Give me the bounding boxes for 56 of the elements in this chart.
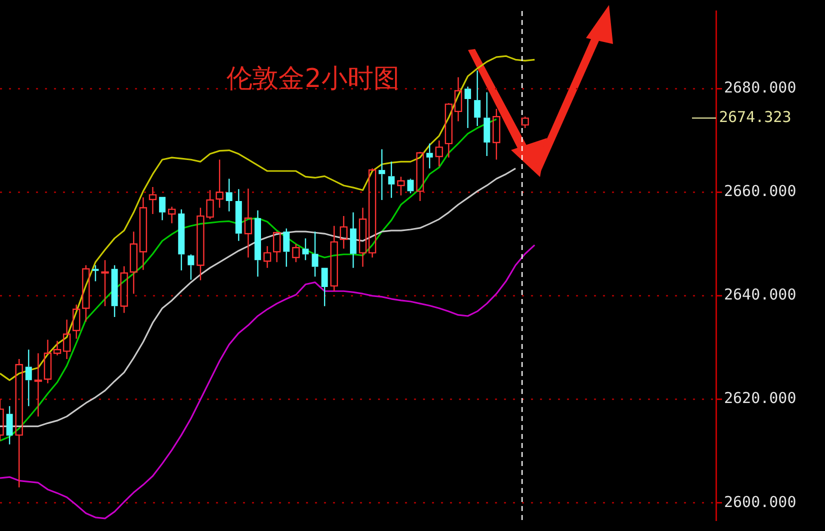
candlestick xyxy=(178,208,185,272)
candlestick xyxy=(273,230,281,263)
candlestick xyxy=(111,264,118,318)
y-tick-label: 2660.000 xyxy=(724,182,796,200)
candlestick xyxy=(34,352,42,418)
candlestick xyxy=(44,339,52,384)
candlestick xyxy=(435,140,443,167)
candlestick xyxy=(426,142,433,170)
candlestick xyxy=(6,405,13,445)
candlestick xyxy=(120,266,128,314)
candlestick xyxy=(397,176,405,196)
candlestick xyxy=(464,86,472,129)
candlestick xyxy=(444,102,453,158)
candlestick xyxy=(159,196,166,221)
y-tick-label: 2620.000 xyxy=(724,389,796,408)
candlestick xyxy=(454,76,462,122)
candlestick xyxy=(15,358,23,488)
candlestick xyxy=(484,92,490,157)
candlestick xyxy=(254,210,262,278)
candlestick xyxy=(130,230,138,294)
candlestick xyxy=(62,319,71,360)
candlestick xyxy=(263,245,272,268)
candlestick xyxy=(321,268,328,307)
candlestick xyxy=(92,264,99,282)
candlestick xyxy=(312,230,318,278)
candlestick xyxy=(168,206,176,224)
candlestick xyxy=(302,238,309,261)
y-tick-label: 2680.000 xyxy=(724,78,796,97)
candlestick xyxy=(416,151,424,202)
text: 伦敦金2小时图 xyxy=(226,64,400,94)
candlestick xyxy=(378,148,386,201)
y-tick-label: 2600.000 xyxy=(724,492,796,511)
candlestick xyxy=(368,168,376,258)
candlestick xyxy=(330,225,338,292)
candlestick xyxy=(244,188,252,258)
candlestick xyxy=(82,264,90,322)
candlestick xyxy=(226,178,232,212)
candlestick xyxy=(216,159,224,208)
candlestick xyxy=(340,215,348,250)
candlestick xyxy=(188,254,194,280)
candlestick xyxy=(283,228,290,268)
candlestick xyxy=(358,207,367,268)
candlestick xyxy=(101,259,109,307)
candlestick xyxy=(53,340,62,356)
candlestick xyxy=(139,196,148,270)
candlestick xyxy=(407,178,414,194)
candlestick xyxy=(388,161,395,199)
ref-line-label: 2674.323 xyxy=(719,108,792,126)
candlestick xyxy=(25,349,32,407)
candlestick xyxy=(148,186,157,215)
candlestick xyxy=(474,70,481,127)
candlestick xyxy=(492,108,500,160)
candlestick xyxy=(72,304,80,340)
y-tick-label: 2640.000 xyxy=(724,286,796,304)
candlestick xyxy=(350,212,356,268)
candlestick xyxy=(235,188,242,242)
